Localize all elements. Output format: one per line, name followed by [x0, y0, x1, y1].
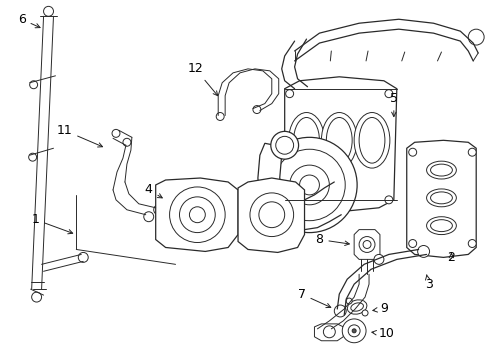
Text: 1: 1 [32, 213, 73, 234]
Circle shape [347, 325, 359, 337]
Circle shape [285, 196, 293, 204]
Polygon shape [257, 143, 289, 220]
Circle shape [468, 29, 483, 45]
Circle shape [384, 90, 392, 98]
Circle shape [153, 205, 163, 215]
Circle shape [29, 153, 37, 161]
Circle shape [43, 6, 53, 16]
Circle shape [361, 310, 367, 316]
Ellipse shape [429, 192, 451, 204]
Ellipse shape [346, 300, 366, 314]
Circle shape [189, 207, 205, 223]
Ellipse shape [321, 113, 356, 168]
Circle shape [342, 319, 366, 343]
Circle shape [408, 239, 416, 247]
Text: 4: 4 [144, 184, 162, 198]
Text: 9: 9 [372, 302, 387, 315]
Circle shape [30, 81, 38, 89]
Circle shape [249, 193, 293, 237]
Text: 5: 5 [389, 92, 397, 117]
Circle shape [122, 138, 131, 146]
Polygon shape [238, 178, 304, 252]
Circle shape [252, 105, 260, 113]
Circle shape [417, 246, 428, 257]
Text: 10: 10 [371, 327, 394, 340]
Circle shape [334, 305, 346, 317]
Polygon shape [155, 178, 238, 251]
Circle shape [273, 149, 345, 221]
Text: 6: 6 [18, 13, 40, 28]
Ellipse shape [325, 117, 351, 163]
Ellipse shape [426, 189, 455, 207]
Ellipse shape [358, 117, 384, 163]
Text: 7: 7 [297, 288, 330, 307]
Circle shape [384, 196, 392, 204]
Polygon shape [353, 230, 379, 260]
Circle shape [358, 237, 374, 252]
Polygon shape [406, 140, 475, 257]
Circle shape [362, 240, 370, 248]
Circle shape [270, 131, 298, 159]
Circle shape [143, 212, 153, 222]
Text: 8: 8 [315, 233, 348, 246]
Circle shape [408, 148, 416, 156]
Circle shape [289, 165, 328, 205]
Circle shape [275, 136, 293, 154]
Circle shape [299, 175, 319, 195]
Circle shape [469, 31, 479, 41]
Circle shape [258, 202, 284, 228]
Circle shape [216, 113, 224, 121]
Circle shape [323, 326, 335, 338]
Circle shape [285, 90, 293, 98]
Circle shape [32, 292, 41, 302]
Ellipse shape [350, 303, 363, 311]
Circle shape [169, 187, 224, 243]
Text: 12: 12 [187, 62, 217, 96]
Circle shape [112, 129, 120, 137]
Ellipse shape [429, 164, 451, 176]
Ellipse shape [426, 161, 455, 179]
Text: 2: 2 [447, 251, 454, 264]
Circle shape [468, 239, 475, 247]
Text: 3: 3 [424, 275, 431, 291]
Polygon shape [284, 77, 396, 212]
Circle shape [346, 298, 351, 304]
Circle shape [262, 137, 356, 233]
Polygon shape [314, 324, 343, 341]
Ellipse shape [429, 220, 451, 231]
Circle shape [351, 329, 355, 333]
Circle shape [373, 255, 383, 264]
Text: 11: 11 [57, 124, 102, 147]
Ellipse shape [293, 117, 319, 163]
Circle shape [468, 148, 475, 156]
Ellipse shape [426, 217, 455, 235]
Circle shape [78, 252, 88, 262]
Ellipse shape [353, 113, 389, 168]
Ellipse shape [288, 113, 324, 168]
Circle shape [179, 197, 215, 233]
